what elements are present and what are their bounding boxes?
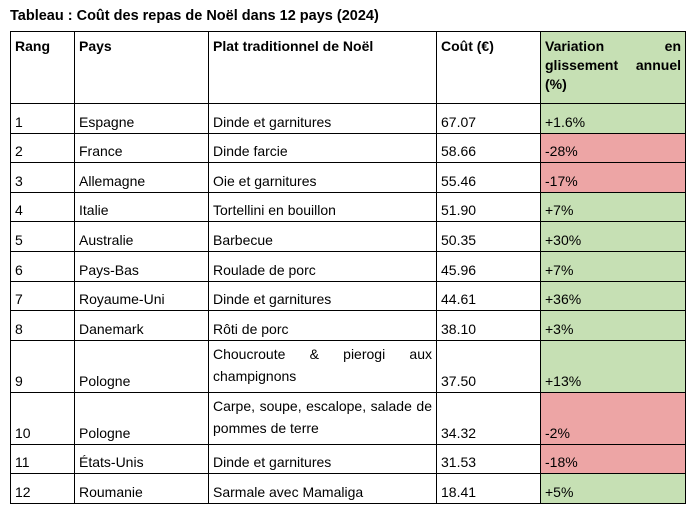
cell-cout: 44.61 bbox=[436, 280, 541, 312]
cell-rang: 7 bbox=[10, 280, 75, 312]
cell-plat: Dinde farcie bbox=[208, 132, 437, 164]
cell-pays: Danemark bbox=[74, 310, 209, 341]
table-row: 7 Royaume-Uni Dinde et garnitures 44.61 … bbox=[10, 280, 686, 312]
cell-plat: Dinde et garnitures bbox=[208, 103, 437, 134]
cell-cout: 55.46 bbox=[436, 162, 541, 193]
cell-pays: Italie bbox=[74, 191, 209, 223]
cell-rang: 2 bbox=[10, 132, 75, 164]
cell-plat: Choucroute & pierogi aux champignons bbox=[208, 339, 437, 393]
cell-cout: 34.32 bbox=[436, 391, 541, 445]
cell-plat: Dinde et garnitures bbox=[208, 443, 437, 475]
cell-plat-line: pommes de terre bbox=[213, 419, 319, 436]
cell-rang: 3 bbox=[10, 162, 75, 193]
cell-pays: Allemagne bbox=[74, 162, 209, 193]
header-pays: Pays bbox=[74, 31, 209, 104]
cell-variation: +30% bbox=[540, 221, 686, 252]
table-row: 11 États-Unis Dinde et garnitures 31.53 … bbox=[10, 443, 686, 475]
cell-cout: 37.50 bbox=[436, 339, 541, 393]
cell-cout: 45.96 bbox=[436, 250, 541, 282]
table-row: 12 Roumanie Sarmale avec Mamaliga 18.41 … bbox=[10, 473, 686, 504]
cell-cout: 51.90 bbox=[436, 191, 541, 223]
cell-rang: 9 bbox=[10, 339, 75, 393]
cell-cout: 50.35 bbox=[436, 221, 541, 252]
cell-pays: Australie bbox=[74, 221, 209, 252]
cell-rang: 1 bbox=[10, 103, 75, 134]
table-row: 9 Pologne Choucroute & pierogi aux champ… bbox=[10, 339, 686, 393]
cell-pays: France bbox=[74, 132, 209, 164]
table-row: 1 Espagne Dinde et garnitures 67.07 +1.6… bbox=[10, 103, 686, 134]
cell-rang: 10 bbox=[10, 391, 75, 445]
cell-plat: Sarmale avec Mamaliga bbox=[208, 473, 437, 504]
cell-plat: Dinde et garnitures bbox=[208, 280, 437, 312]
cell-cout: 18.41 bbox=[436, 473, 541, 504]
cell-pays: Pays-Bas bbox=[74, 250, 209, 282]
cell-variation: -2% bbox=[540, 391, 686, 445]
cell-variation: +3% bbox=[540, 310, 686, 341]
cell-rang: 8 bbox=[10, 310, 75, 341]
cell-rang: 6 bbox=[10, 250, 75, 282]
table-row: 6 Pays-Bas Roulade de porc 45.96 +7% bbox=[10, 250, 686, 282]
cell-pays: États-Unis bbox=[74, 443, 209, 475]
cell-pays: Pologne bbox=[74, 339, 209, 393]
cell-cout: 67.07 bbox=[436, 103, 541, 134]
cell-variation: +36% bbox=[540, 280, 686, 312]
cell-plat: Carpe, soupe, escalope, salade de pommes… bbox=[208, 391, 437, 445]
cell-variation: +7% bbox=[540, 250, 686, 282]
header-variation: Variation en glissement annuel (%) bbox=[540, 31, 686, 104]
table-row: 10 Pologne Carpe, soupe, escalope, salad… bbox=[10, 391, 686, 445]
cell-cout: 31.53 bbox=[436, 443, 541, 475]
header-plat: Plat traditionnel de Noël bbox=[208, 31, 437, 104]
cell-rang: 5 bbox=[10, 221, 75, 252]
cell-variation: +7% bbox=[540, 191, 686, 223]
cell-variation: +13% bbox=[540, 339, 686, 393]
cell-variation: -17% bbox=[540, 162, 686, 193]
cell-plat: Rôti de porc bbox=[208, 310, 437, 341]
cell-plat: Oie et garnitures bbox=[208, 162, 437, 193]
table-row: 3 Allemagne Oie et garnitures 55.46 -17% bbox=[10, 162, 686, 193]
christmas-meal-cost-table: Rang Pays Plat traditionnel de Noël Coût… bbox=[10, 31, 686, 504]
cell-pays: Espagne bbox=[74, 103, 209, 134]
header-row: Rang Pays Plat traditionnel de Noël Coût… bbox=[10, 31, 686, 104]
cell-plat: Tortellini en bouillon bbox=[208, 191, 437, 223]
cell-cout: 58.66 bbox=[436, 132, 541, 164]
cell-pays: Pologne bbox=[74, 391, 209, 445]
cell-variation: +5% bbox=[540, 473, 686, 504]
cell-variation: +1.6% bbox=[540, 103, 686, 134]
cell-rang: 4 bbox=[10, 191, 75, 223]
cell-rang: 12 bbox=[10, 473, 75, 504]
cell-pays: Roumanie bbox=[74, 473, 209, 504]
cell-variation: -18% bbox=[540, 443, 686, 475]
header-cout: Coût (€) bbox=[436, 31, 541, 104]
cell-rang: 11 bbox=[10, 443, 75, 475]
cell-plat-line: Choucroute & pierogi aux bbox=[213, 345, 432, 362]
table-row: 8 Danemark Rôti de porc 38.10 +3% bbox=[10, 310, 686, 341]
cell-plat: Roulade de porc bbox=[208, 250, 437, 282]
cell-cout: 38.10 bbox=[436, 310, 541, 341]
cell-plat: Barbecue bbox=[208, 221, 437, 252]
cell-variation: -28% bbox=[540, 132, 686, 164]
table-title: Tableau : Coût des repas de Noël dans 12… bbox=[10, 8, 379, 24]
cell-plat-line: champignons bbox=[213, 367, 297, 384]
table-row: 2 France Dinde farcie 58.66 -28% bbox=[10, 132, 686, 164]
cell-pays: Royaume-Uni bbox=[74, 280, 209, 312]
table-row: 5 Australie Barbecue 50.35 +30% bbox=[10, 221, 686, 252]
cell-plat-line: Carpe, soupe, escalope, salade de bbox=[213, 397, 432, 414]
header-rang: Rang bbox=[10, 31, 75, 104]
table-row: 4 Italie Tortellini en bouillon 51.90 +7… bbox=[10, 191, 686, 223]
